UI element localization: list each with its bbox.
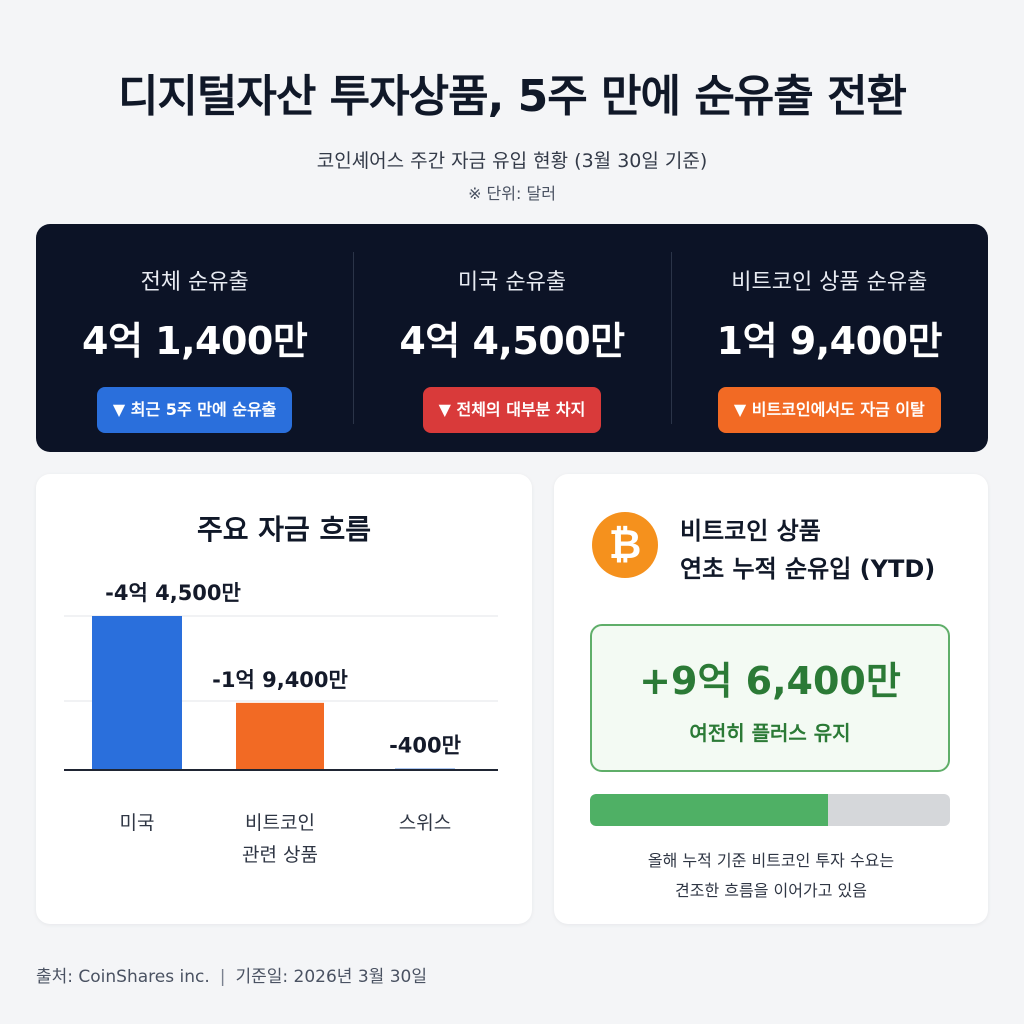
footer: 출처: CoinShares inc. | 기준일: 2026년 3월 30일	[36, 962, 427, 987]
bar-2	[236, 702, 324, 770]
ytd-title-line1: 비트코인 상품	[680, 517, 821, 545]
summary-badge: ▼ 전체의 대부분 차지	[422, 387, 602, 433]
ytd-progress-fill	[590, 794, 828, 826]
summary-badge: ▼ 비트코인에서도 자금 이탈	[717, 387, 941, 433]
footer-separator: |	[219, 967, 226, 987]
ytd-value: +9억 6,400만	[639, 659, 901, 703]
chart-title: 주요 자금 흐름	[196, 513, 372, 546]
bar-1	[92, 616, 182, 770]
footer-date: 기준일: 2026년 3월 30일	[235, 967, 427, 987]
summary-label: 전체 순유출	[140, 270, 249, 295]
bar-value-label: -1억 9,400만	[212, 668, 348, 692]
summary-panel: 전체 순유출 4억 1,400만 ▼ 최근 5주 만에 순유출 미국 순유출 4…	[36, 224, 988, 452]
bar-value-label: -400만	[389, 734, 461, 758]
summary-us: 미국 순유출 4억 4,500만 ▼ 전체의 대부분 차지	[353, 224, 670, 452]
unit-note: ※ 단위: 달러	[468, 184, 556, 203]
ytd-progress-bar	[590, 794, 950, 826]
bar-value-label: -4억 4,500만	[105, 581, 241, 605]
summary-badge: ▼ 최근 5주 만에 순유출	[96, 387, 293, 433]
category-label: 비트코인	[245, 812, 315, 834]
bitcoin-icon: ₿	[592, 512, 658, 578]
category-label: 관련 상품	[242, 844, 318, 866]
summary-label: 미국 순유출	[457, 270, 567, 295]
page-subtitle: 코인셰어스 주간 자금 유입 현황 (3월 30일 기준)	[316, 150, 708, 172]
ytd-value-box: +9억 6,400만 여전히 플러스 유지	[590, 624, 950, 772]
ytd-desc-line2: 견조한 흐름을 이어가고 있음	[675, 881, 867, 900]
summary-value: 4억 1,400만	[82, 319, 308, 363]
footer-source: 출처: CoinShares inc.	[36, 967, 210, 987]
ytd-card: ₿ 비트코인 상품 연초 누적 순유입 (YTD) +9억 6,400만 여전히…	[554, 474, 988, 924]
ytd-desc-line1: 올해 누적 기준 비트코인 투자 수요는	[647, 851, 895, 870]
category-label: 스위스	[399, 812, 451, 834]
page-title: 디지털자산 투자상품, 5주 만에 순유출 전환	[117, 71, 907, 122]
category-label: 미국	[120, 812, 155, 834]
ytd-title: 비트코인 상품 연초 누적 순유입 (YTD)	[680, 512, 970, 588]
ytd-title-line2: 연초 누적 순유입 (YTD)	[680, 555, 936, 583]
ytd-note: 여전히 플러스 유지	[689, 721, 851, 745]
summary-value: 1억 9,400만	[716, 319, 943, 363]
summary-total: 전체 순유출 4억 1,400만 ▼ 최근 5주 만에 순유출	[36, 224, 353, 452]
ytd-description: 올해 누적 기준 비트코인 투자 수요는 견조한 흐름을 이어가고 있음	[574, 846, 968, 906]
summary-bitcoin: 비트코인 상품 순유출 1억 9,400만 ▼ 비트코인에서도 자금 이탈	[670, 224, 988, 452]
summary-label: 비트코인 상품 순유출	[731, 270, 928, 295]
summary-value: 4억 4,500만	[399, 319, 625, 363]
